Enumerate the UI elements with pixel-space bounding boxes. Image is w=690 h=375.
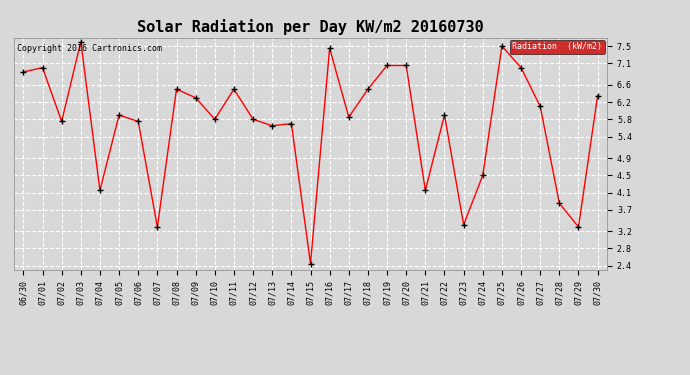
Title: Solar Radiation per Day KW/m2 20160730: Solar Radiation per Day KW/m2 20160730 <box>137 19 484 35</box>
Legend: Radiation  (kW/m2): Radiation (kW/m2) <box>510 40 604 54</box>
Text: Copyright 2016 Cartronics.com: Copyright 2016 Cartronics.com <box>17 45 161 54</box>
